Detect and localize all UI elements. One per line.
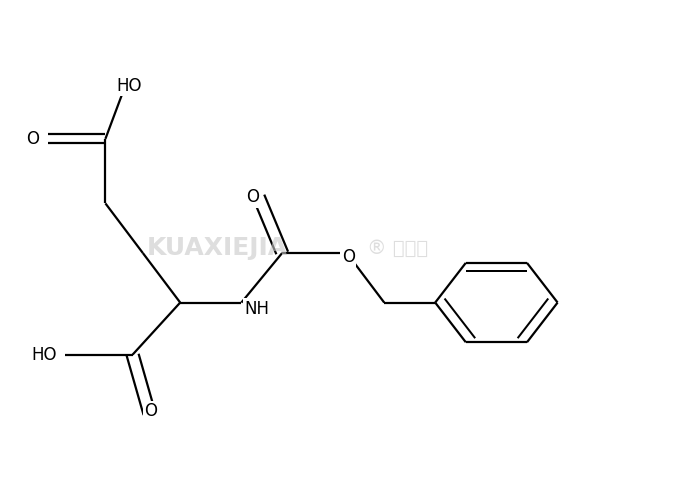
Text: KUAXIEJIA: KUAXIEJIA	[147, 236, 288, 260]
Text: NH: NH	[244, 300, 269, 317]
Text: HO: HO	[31, 346, 56, 364]
Text: O: O	[144, 402, 158, 420]
Text: HO: HO	[116, 77, 142, 95]
Text: O: O	[341, 248, 355, 266]
Text: ® 化学加: ® 化学加	[367, 239, 428, 257]
Text: O: O	[246, 188, 260, 206]
Text: O: O	[27, 130, 39, 148]
